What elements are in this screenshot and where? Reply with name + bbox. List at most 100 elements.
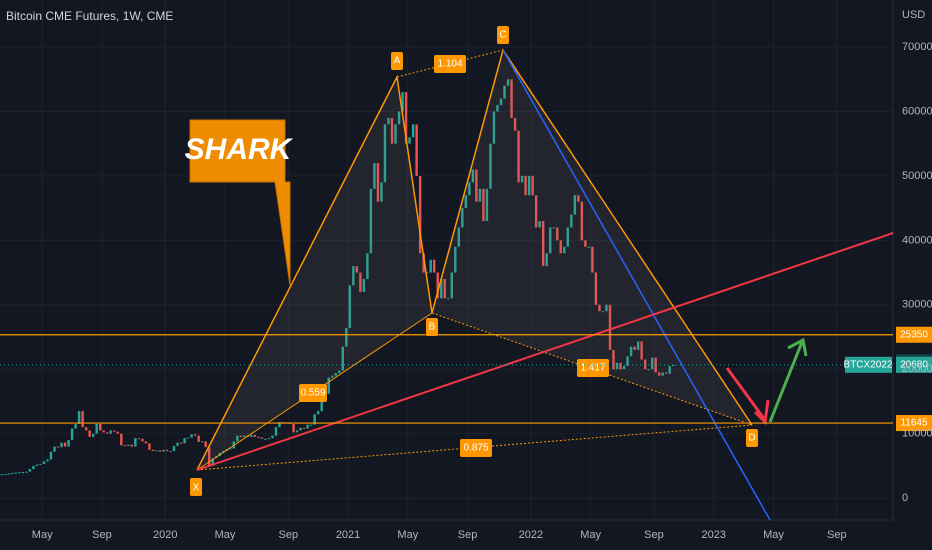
candle — [162, 449, 165, 452]
candle — [531, 175, 534, 196]
callout-box — [189, 119, 291, 286]
y-tick-label: 30000 — [902, 299, 932, 311]
candle — [577, 195, 580, 202]
candle — [369, 188, 373, 254]
candle — [155, 450, 158, 452]
candle — [492, 111, 496, 144]
candle — [141, 438, 144, 442]
point-box — [391, 52, 403, 70]
candle — [253, 434, 257, 437]
candle — [541, 221, 545, 267]
x-tick-label: Sep — [279, 529, 299, 541]
candle — [478, 188, 482, 202]
candle — [510, 79, 513, 118]
candle — [39, 463, 42, 465]
candle — [211, 458, 214, 466]
x-tick-label: 2022 — [519, 529, 543, 541]
candle — [482, 188, 485, 222]
ratio-box — [434, 55, 466, 73]
candle — [338, 370, 341, 374]
candle — [598, 304, 601, 312]
candle — [573, 195, 577, 215]
point-label: C — [499, 30, 506, 41]
candle — [436, 272, 439, 299]
candle — [672, 364, 675, 366]
candle — [264, 438, 267, 440]
candle — [158, 450, 162, 452]
point-label: B — [429, 322, 436, 333]
candle — [352, 266, 355, 286]
candle — [425, 272, 429, 274]
candle — [35, 464, 39, 466]
candle — [193, 434, 197, 436]
candle — [534, 195, 538, 228]
candle — [383, 124, 387, 183]
candle — [633, 346, 636, 350]
candle — [243, 435, 246, 437]
candle — [271, 435, 274, 439]
candle — [366, 253, 369, 280]
candle — [440, 279, 443, 299]
candle — [134, 438, 137, 447]
x-tick-label: Sep — [827, 529, 847, 541]
candle — [309, 424, 313, 426]
candle — [151, 449, 155, 452]
candle — [640, 341, 643, 360]
candle — [320, 398, 323, 412]
candle — [345, 327, 348, 347]
candle — [415, 124, 418, 176]
series-tag — [845, 356, 892, 373]
ratio-label: 1.104 — [437, 59, 462, 70]
candle — [204, 441, 207, 448]
candle — [447, 298, 450, 300]
candle — [130, 444, 134, 447]
candle — [556, 227, 559, 241]
candle — [517, 130, 520, 183]
x-tick-label: 2021 — [336, 529, 360, 541]
y-tick-label: 60000 — [902, 105, 932, 117]
candle — [229, 448, 232, 450]
x-tick-label: Sep — [458, 529, 478, 541]
candle — [457, 227, 461, 247]
candle — [390, 117, 394, 144]
candle — [464, 195, 468, 209]
candle — [608, 304, 612, 350]
candle — [580, 201, 584, 241]
candle — [183, 438, 186, 444]
candle — [91, 433, 95, 437]
candle — [274, 427, 278, 436]
candle — [331, 375, 334, 378]
candle — [587, 246, 591, 248]
point-box — [426, 318, 438, 336]
chart-title: Bitcoin CME Futures, 1W, CME — [6, 9, 173, 23]
candle — [60, 442, 63, 448]
candle — [496, 105, 499, 112]
candle — [654, 357, 657, 373]
x-tick-label: May — [580, 529, 601, 541]
candle — [267, 438, 271, 440]
candle — [432, 259, 436, 273]
candle — [513, 117, 517, 131]
trend-line — [196, 232, 894, 471]
arrow — [768, 341, 804, 423]
candle — [299, 427, 302, 431]
point-label: X — [193, 483, 200, 494]
y-tick-label: 40000 — [902, 234, 932, 246]
candle — [70, 428, 74, 441]
candle — [570, 214, 573, 228]
candle — [450, 272, 453, 299]
ratio-label: 1.417 — [580, 363, 605, 374]
candle — [88, 430, 91, 437]
candle — [619, 362, 622, 370]
candle — [454, 246, 457, 273]
candle — [197, 435, 200, 443]
candle — [636, 341, 640, 350]
candle — [148, 443, 151, 450]
x-tick-label: 2023 — [701, 529, 725, 541]
candle — [520, 175, 524, 183]
candle — [190, 434, 193, 438]
candle — [106, 432, 109, 434]
candle — [612, 349, 615, 370]
candle — [380, 182, 383, 202]
candle — [116, 431, 119, 434]
